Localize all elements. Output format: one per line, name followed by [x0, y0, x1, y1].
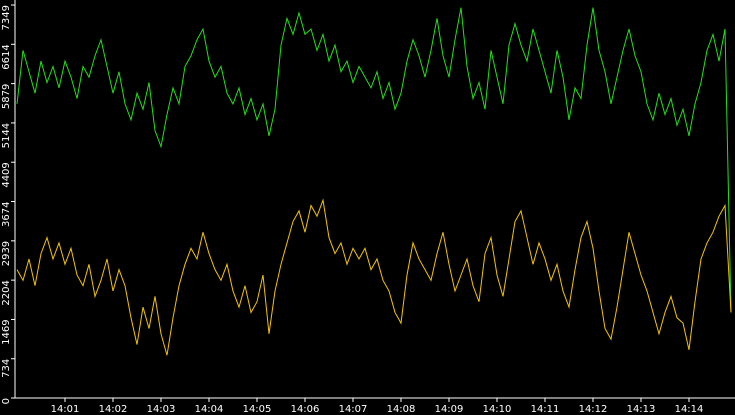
- x-tick-label: 14:02: [99, 404, 128, 415]
- y-tick-label: 1469: [1, 319, 12, 344]
- x-tick-label: 14:06: [291, 404, 320, 415]
- x-tick-label: 14:07: [339, 404, 368, 415]
- y-tick-label: 4409: [1, 162, 12, 187]
- y-tick-label: 0: [1, 398, 12, 404]
- y-tick-label: 734: [1, 359, 12, 378]
- x-tick-label: 14:04: [195, 404, 224, 415]
- x-tick-label: 14:12: [579, 404, 608, 415]
- y-tick-label: 3674: [1, 202, 12, 227]
- x-tick-label: 14:09: [435, 404, 464, 415]
- x-tick-label: 14:03: [147, 404, 176, 415]
- series-line: [16, 7, 732, 313]
- x-tick-label: 14:05: [243, 404, 272, 415]
- x-tick-label: 14:10: [483, 404, 512, 415]
- x-tick-label: 14:14: [675, 404, 704, 415]
- y-tick-label: 2939: [1, 241, 12, 266]
- y-tick-label: 2204: [1, 280, 12, 305]
- y-tick-label: 7349: [1, 5, 12, 30]
- x-tick-label: 14:01: [51, 404, 80, 415]
- y-tick-label: 6614: [1, 44, 12, 69]
- x-tick-label: 14:13: [627, 404, 656, 415]
- x-tick-label: 14:11: [531, 404, 560, 415]
- x-tick-label: 14:08: [387, 404, 416, 415]
- series-line: [16, 198, 732, 356]
- y-tick-label: 5144: [1, 123, 12, 148]
- y-tick-label: 5879: [1, 84, 12, 109]
